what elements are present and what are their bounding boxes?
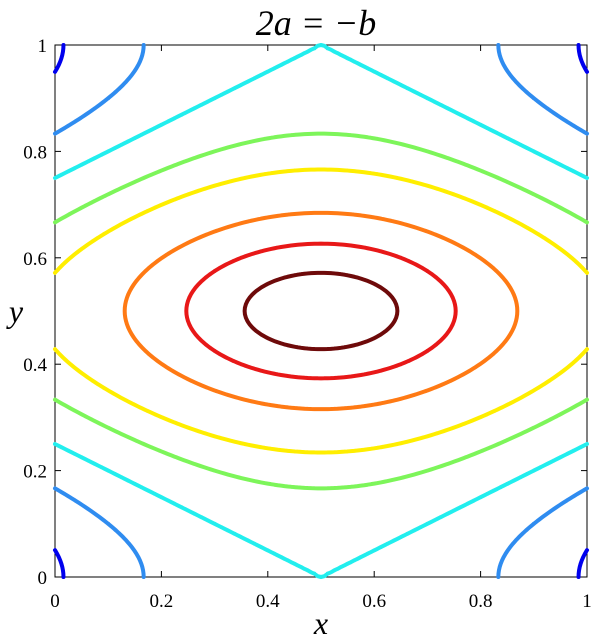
y-tick-label: 0.4 xyxy=(23,355,47,376)
contour-line xyxy=(53,131,589,491)
x-tick-label: 0.4 xyxy=(256,591,280,612)
contour-line xyxy=(53,43,589,579)
contour-line xyxy=(53,43,589,579)
y-tick-label: 1 xyxy=(38,36,48,57)
chart-title: 2a = −b xyxy=(256,3,377,43)
x-axis-label: x xyxy=(313,605,328,638)
y-tick-label: 0.8 xyxy=(23,142,47,163)
contour-line xyxy=(184,241,458,381)
y-tick-label: 0.2 xyxy=(23,462,47,483)
contour-line xyxy=(242,270,400,352)
y-tick-label: 0.6 xyxy=(23,249,47,270)
x-tick-label: 0.2 xyxy=(150,591,174,612)
x-tick-label: 0.8 xyxy=(469,591,493,612)
y-axis-label: y xyxy=(6,293,24,329)
contour-line xyxy=(53,167,589,455)
axis-ticks: 0 0.2 0.4 0.6 0.8 1 0 0.2 0.4 0.6 0.8 1 xyxy=(23,36,592,612)
contour-line xyxy=(53,43,589,579)
x-tick-label: 1 xyxy=(582,591,592,612)
x-tick-label: 0.6 xyxy=(362,591,386,612)
x-tick-label: 0 xyxy=(50,591,60,612)
contour-lines xyxy=(53,43,589,579)
contour-line xyxy=(122,210,520,412)
y-tick-label: 0 xyxy=(38,568,48,589)
plot-frame xyxy=(54,44,588,578)
